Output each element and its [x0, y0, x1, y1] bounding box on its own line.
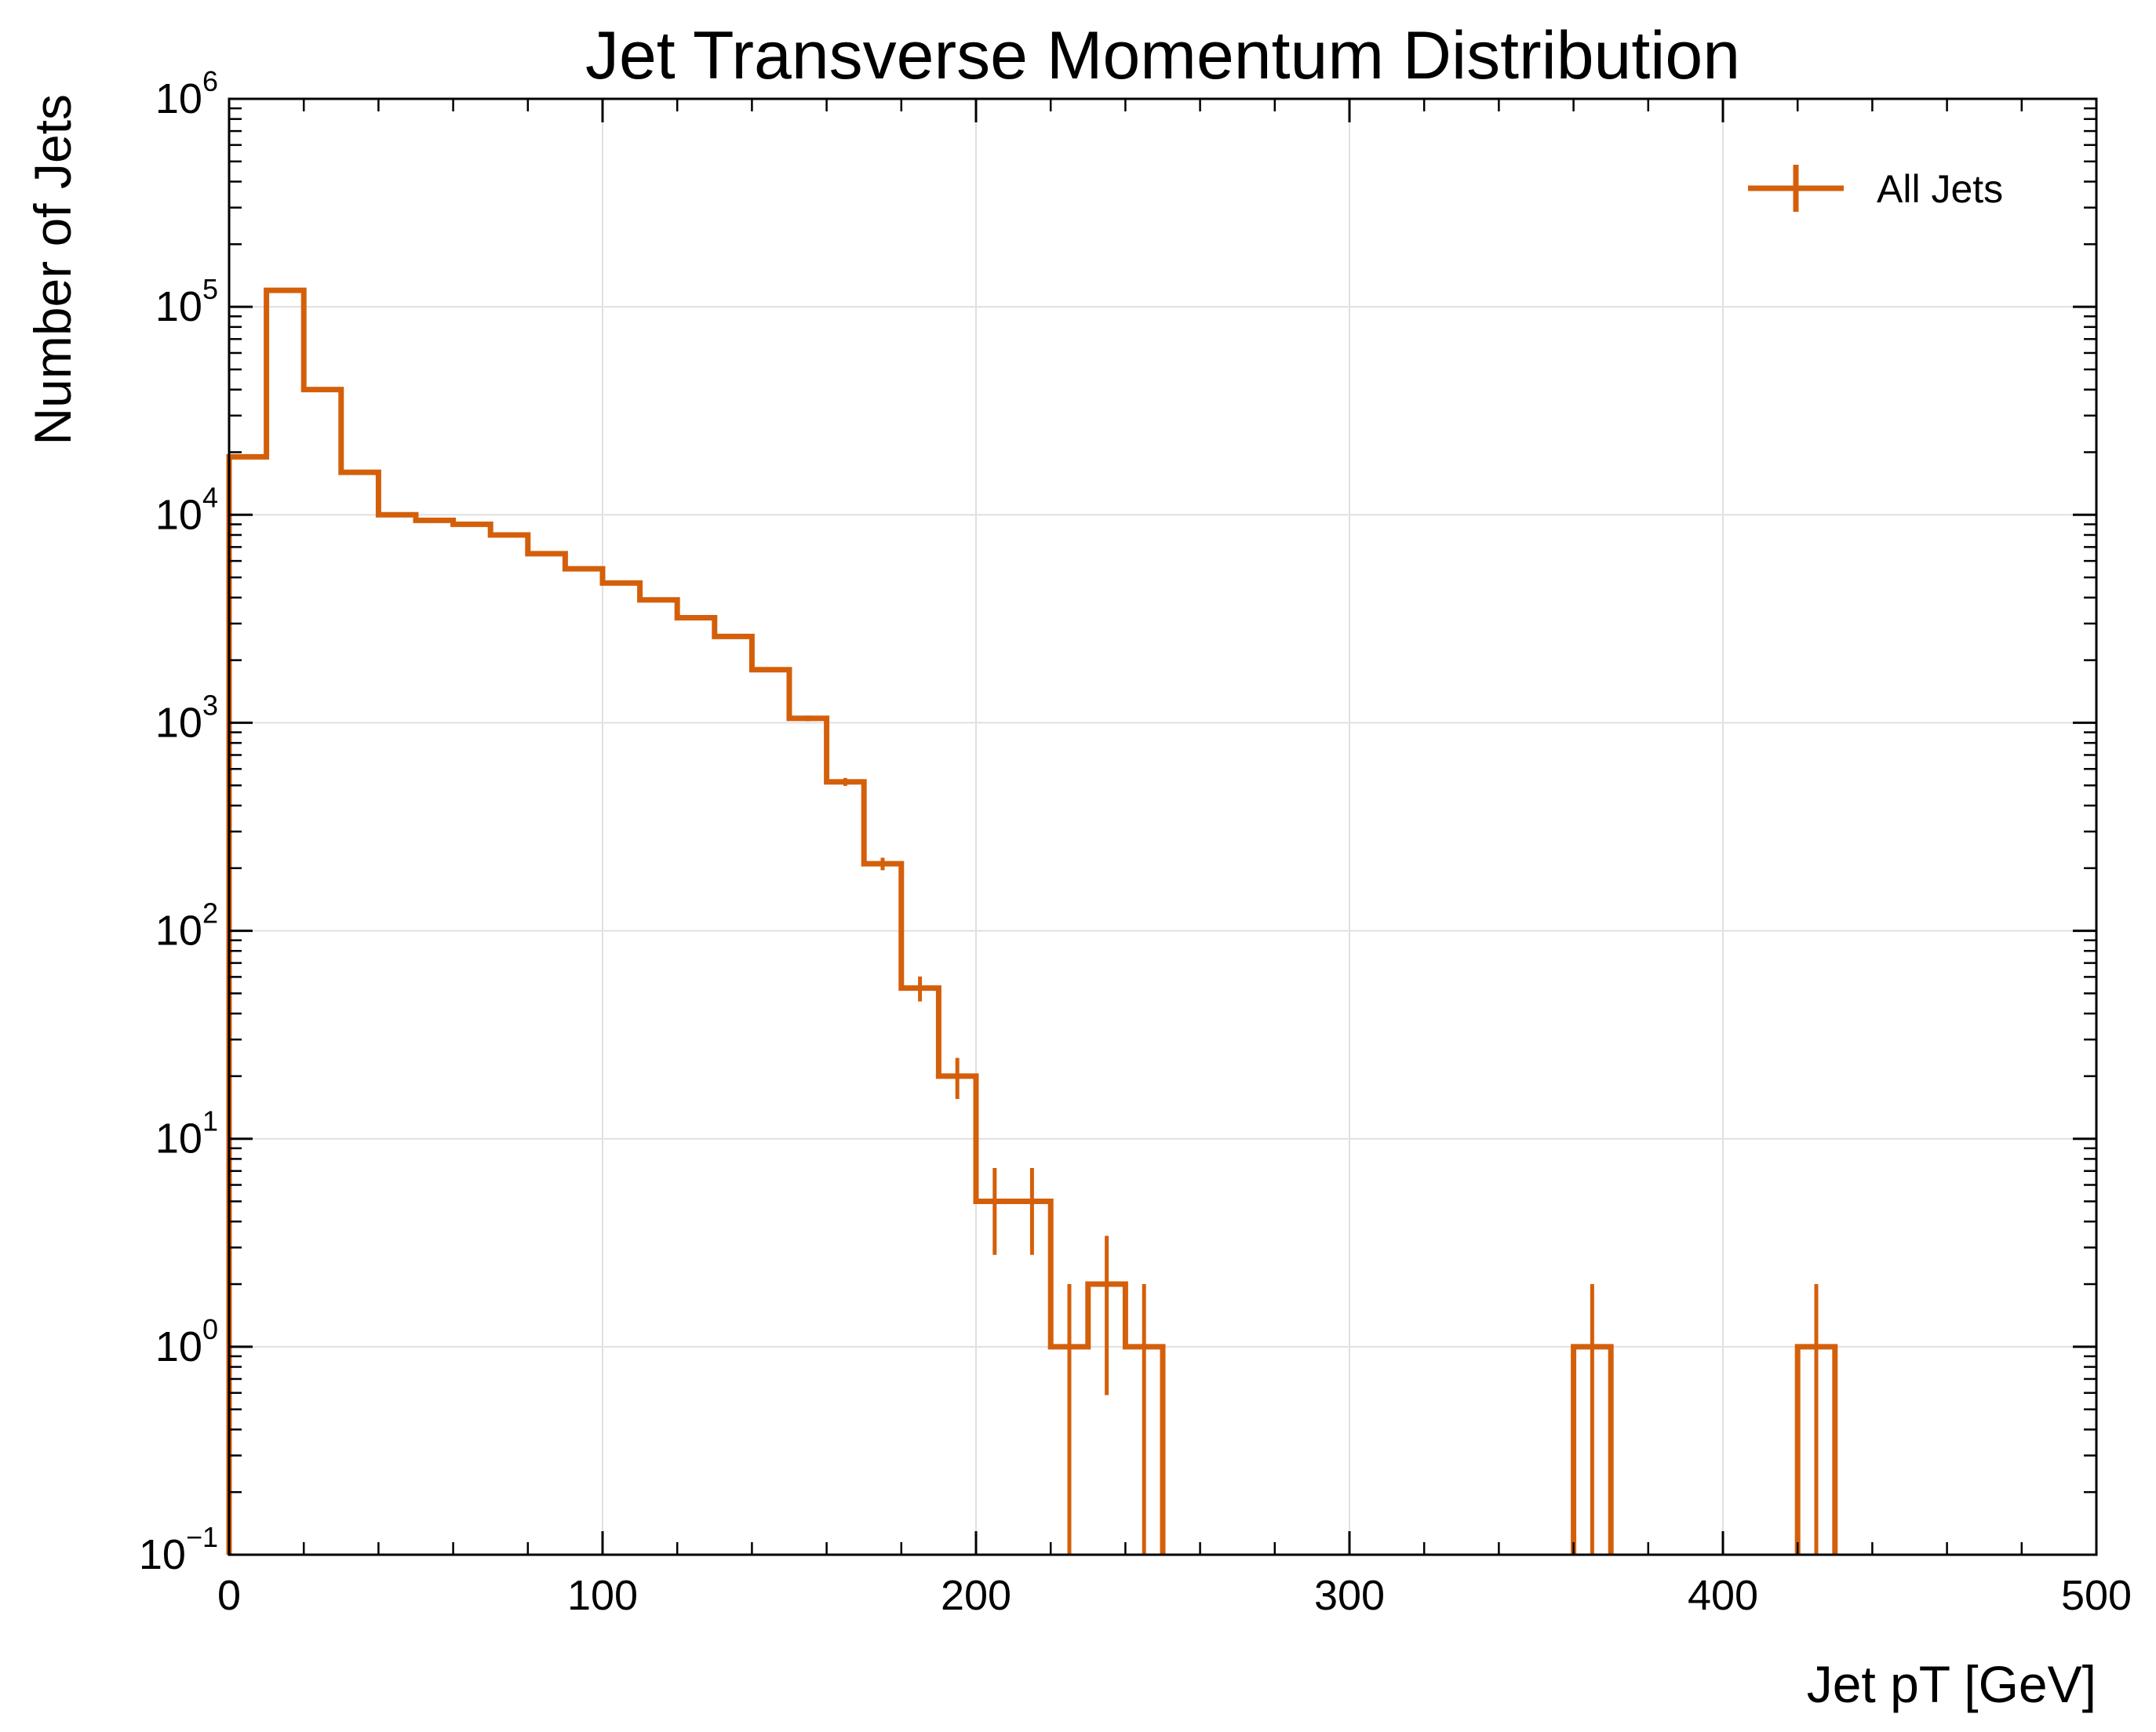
y-tick-label: 102 [155, 897, 218, 955]
histogram-series [226, 287, 1838, 1555]
x-tick-label: 100 [567, 1572, 638, 1619]
histogram-bar [715, 636, 752, 1555]
histogram-bar [864, 864, 901, 1555]
histogram-bar [789, 719, 827, 1555]
legend: All Jets [1748, 165, 2003, 212]
histogram-bar [304, 390, 341, 1555]
y-axis-label: Number of Jets [24, 94, 82, 446]
plot-frame [228, 97, 2098, 1556]
y-tick-label: 105 [155, 273, 218, 330]
histogram-bar [229, 457, 267, 1555]
histogram-bar [267, 290, 304, 1555]
y-tick-label: 106 [155, 65, 218, 122]
histogram-bar [341, 472, 379, 1555]
histogram-step-line-all-jets [226, 287, 1838, 1555]
x-tick-label: 500 [2061, 1572, 2132, 1619]
histogram-bar [565, 569, 603, 1555]
x-tick-label: 0 [217, 1572, 241, 1619]
y-tick-labels: 10−1 100 101 102 103 104 105 106 [139, 65, 218, 1578]
histogram-bar [603, 583, 640, 1555]
grid [229, 99, 2096, 1555]
histogram-bar [938, 1076, 976, 1555]
histogram-bar [752, 670, 789, 1555]
histogram-bar [677, 617, 715, 1555]
histogram-bar [416, 520, 453, 1555]
y-tick-label: 103 [155, 689, 218, 746]
histogram-bar [827, 782, 865, 1555]
histogram-bar [528, 554, 566, 1555]
histogram-bar [490, 535, 528, 1555]
y-tick-label: 101 [155, 1105, 218, 1163]
x-tick-label: 300 [1314, 1572, 1385, 1619]
histogram-bar [378, 515, 416, 1555]
y-tick-label: 104 [155, 481, 218, 538]
x-tick-labels: 0 100 200 300 400 500 [217, 1572, 2132, 1619]
y-tick-label: 100 [155, 1313, 218, 1370]
x-axis-label: Jet pT [GeV] [1807, 1655, 2096, 1713]
histogram-bar [640, 600, 678, 1555]
x-tick-label: 400 [1688, 1572, 1758, 1619]
legend-label-all-jets: All Jets [1877, 167, 2003, 211]
histogram-bar [453, 524, 491, 1555]
chart-title: Jet Transverse Momentum Distribution [585, 18, 1740, 93]
histogram-bar [901, 988, 939, 1555]
y-tick-label: 10−1 [139, 1521, 218, 1578]
axis-ticks [228, 97, 2098, 1556]
x-tick-label: 200 [941, 1572, 1011, 1619]
